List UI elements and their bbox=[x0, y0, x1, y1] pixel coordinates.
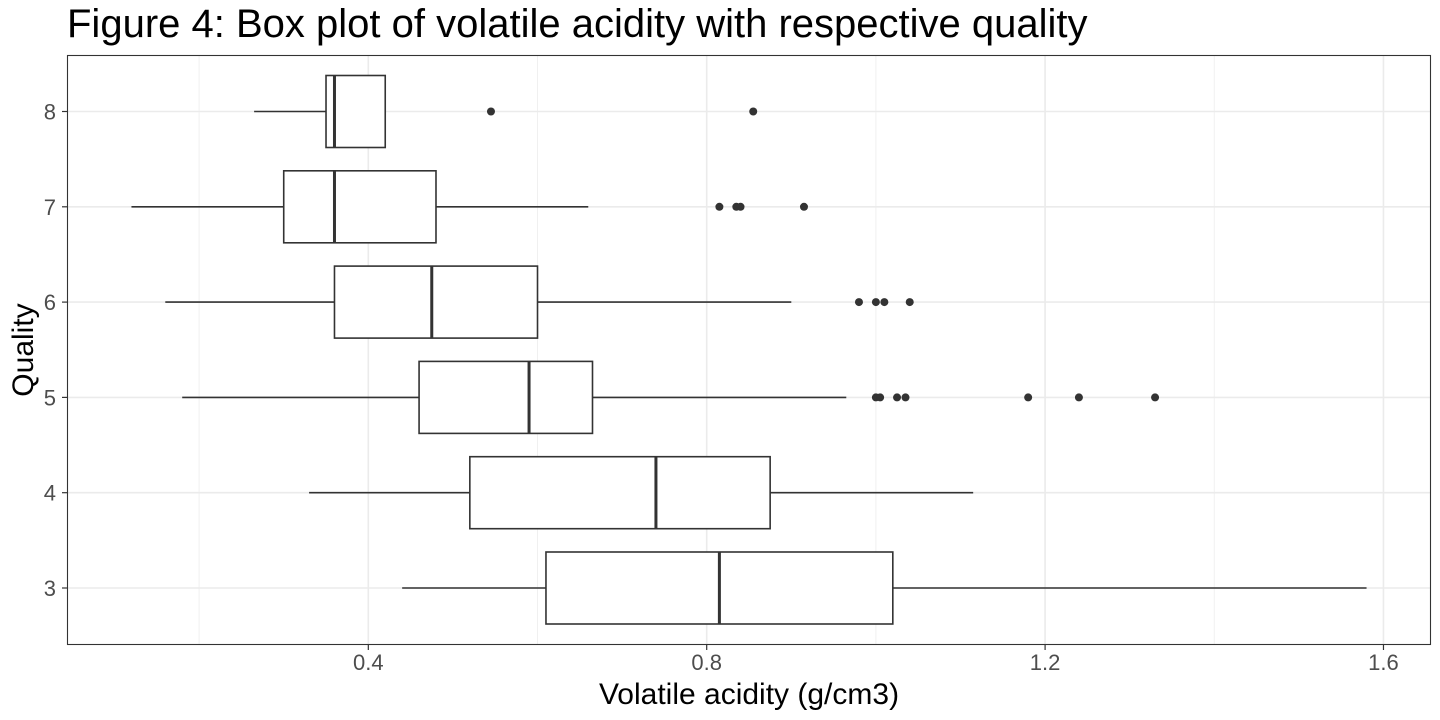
outlier-point bbox=[799, 202, 808, 211]
y-tick-label: 6 bbox=[44, 290, 56, 315]
outlier-point bbox=[876, 393, 885, 402]
tick-layer: 0.4 0.8 1.2 1.6 3 4 5 6 7 8 bbox=[44, 100, 1399, 676]
chart-title: Figure 4: Box plot of volatile acidity w… bbox=[67, 2, 1088, 46]
x-tick-label: 0.4 bbox=[353, 650, 384, 675]
outlier-point bbox=[749, 107, 758, 116]
box-iqr bbox=[282, 170, 437, 244]
outlier-point bbox=[871, 298, 880, 307]
box-group-quality-3 bbox=[402, 551, 1367, 625]
box-group-quality-5 bbox=[182, 360, 1160, 435]
outlier-point bbox=[486, 107, 495, 116]
y-tick-label: 4 bbox=[44, 481, 56, 506]
outlier-point bbox=[854, 298, 863, 307]
outlier-point bbox=[736, 202, 745, 211]
y-tick-label: 7 bbox=[44, 195, 56, 220]
box-iqr bbox=[469, 455, 771, 530]
y-axis-title: Quality bbox=[7, 303, 40, 396]
box-iqr bbox=[418, 360, 594, 435]
x-tick-label: 0.8 bbox=[691, 650, 722, 675]
outlier-point bbox=[715, 202, 724, 211]
box-group-quality-7 bbox=[131, 170, 808, 244]
panel-border bbox=[66, 54, 1432, 646]
outlier-point bbox=[1151, 393, 1160, 402]
y-tick-label: 3 bbox=[44, 576, 56, 601]
y-tick-label: 5 bbox=[44, 385, 56, 410]
box-group-quality-6 bbox=[165, 265, 914, 339]
box-layer bbox=[131, 74, 1367, 625]
outlier-point bbox=[1024, 393, 1033, 402]
outlier-point bbox=[880, 298, 889, 307]
y-tick-label: 8 bbox=[44, 100, 56, 125]
x-axis-title: Volatile acidity (g/cm3) bbox=[599, 678, 899, 711]
outlier-point bbox=[893, 393, 902, 402]
x-tick-label: 1.2 bbox=[1030, 650, 1061, 675]
outlier-point bbox=[1074, 393, 1083, 402]
outlier-point bbox=[901, 393, 910, 402]
box-iqr bbox=[333, 265, 539, 339]
x-tick-label: 1.6 bbox=[1368, 650, 1399, 675]
box-group-quality-8 bbox=[254, 74, 758, 149]
outlier-point bbox=[905, 298, 914, 307]
box-group-quality-4 bbox=[309, 455, 974, 530]
